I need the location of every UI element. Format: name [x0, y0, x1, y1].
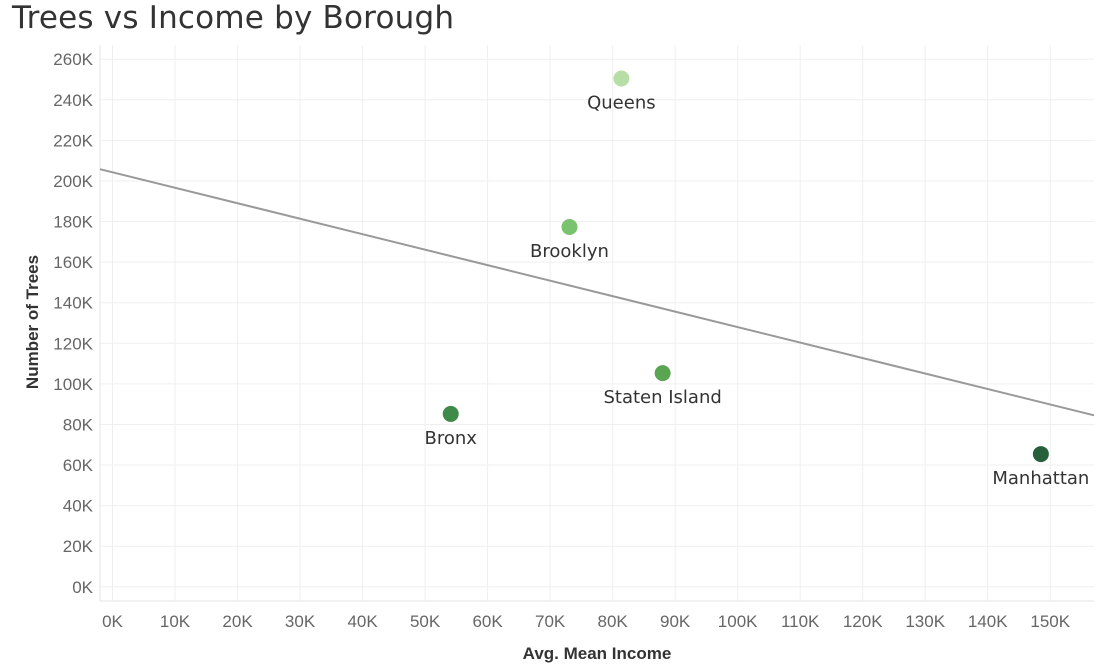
data-label: Bronx [424, 428, 477, 449]
x-axis-title: Avg. Mean Income [523, 644, 672, 663]
data-label: Manhattan [992, 468, 1089, 489]
trend-line [99, 168, 1095, 417]
y-tick-label: 0K [72, 578, 93, 597]
y-tick-label: 260K [53, 50, 93, 69]
x-tick-label: 100K [718, 612, 758, 631]
x-tick-label: 30K [285, 612, 316, 631]
x-tick-label: 70K [535, 612, 566, 631]
x-tick-label: 120K [843, 612, 883, 631]
y-tick-label: 80K [63, 415, 94, 434]
data-point [442, 405, 459, 422]
x-tick-label: 50K [410, 612, 441, 631]
y-tick-label: 140K [53, 294, 93, 313]
x-tick-label: 90K [660, 612, 691, 631]
y-tick-label: 100K [53, 375, 93, 394]
x-axis: 0K 10K 20K 30K 40K 50K 60K 70K 80K 90K 100K 110K 120… [102, 612, 1071, 631]
x-tick-label: 150K [1030, 612, 1070, 631]
y-tick-label: 20K [63, 537, 94, 556]
y-tick-label: 60K [63, 456, 94, 475]
y-axis: 0K 20K 40K 60K 80K 100K 120K 140K 160K 180K 200K 22… [53, 50, 93, 597]
data-point [613, 70, 630, 87]
y-tick-label: 160K [53, 253, 93, 272]
data-label: Brooklyn [530, 241, 609, 262]
x-tick-label: 130K [905, 612, 945, 631]
y-tick-label: 220K [53, 131, 93, 150]
x-tick-label: 60K [472, 612, 503, 631]
y-tick-label: 180K [53, 213, 93, 232]
data-label: Staten Island [603, 387, 721, 408]
y-tick-label: 40K [63, 497, 94, 516]
x-tick-label: 140K [968, 612, 1008, 631]
y-tick-label: 120K [53, 334, 93, 353]
x-tick-label: 80K [598, 612, 629, 631]
data-point [1032, 446, 1049, 463]
x-tick-label: 0K [102, 612, 123, 631]
y-axis-title: Number of Trees [23, 255, 42, 389]
trend-line-group [99, 168, 1095, 417]
x-tick-label: 40K [347, 612, 378, 631]
grid [99, 45, 1094, 602]
chart-title: Trees vs Income by Borough [12, 0, 455, 36]
data-label: Queens [587, 92, 656, 113]
y-tick-label: 240K [53, 91, 93, 110]
data-points [442, 70, 1049, 463]
x-tick-label: 110K [781, 612, 820, 631]
y-tick-label: 200K [53, 172, 93, 191]
x-tick-label: 20K [222, 612, 253, 631]
x-tick-label: 10K [160, 612, 191, 631]
data-point [654, 365, 671, 382]
data-point [561, 219, 578, 236]
data-labels: Queens Brooklyn Staten Island Bronx Manhatta… [424, 92, 1089, 489]
